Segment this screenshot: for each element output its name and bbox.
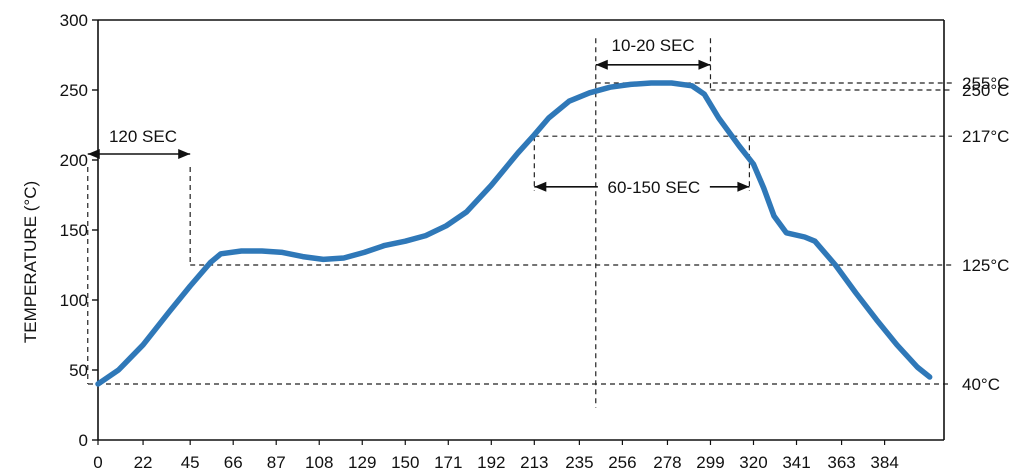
reference-label: 40°C	[962, 375, 1000, 394]
arrow-head	[698, 59, 711, 70]
y-tick-label: 200	[60, 151, 88, 170]
x-tick-label: 192	[477, 453, 505, 472]
x-tick-label: 150	[391, 453, 419, 472]
annotation-60-150-sec: 60-150 SEC	[608, 178, 701, 197]
x-tick-label: 384	[870, 453, 898, 472]
y-tick-label: 0	[79, 431, 88, 450]
axes: 0 50 100 150 200 250 300 0 22 45 66 87 108 129 150 171 1…	[60, 11, 945, 472]
x-tick-label: 87	[267, 453, 286, 472]
x-tick-label: 213	[520, 453, 548, 472]
series-layer	[95, 80, 933, 387]
arrow-head	[534, 181, 547, 192]
y-tick-label: 50	[69, 361, 88, 380]
x-tick-label: 108	[305, 453, 333, 472]
y-tick-label: 250	[60, 81, 88, 100]
reference-label: 125°C	[962, 256, 1009, 275]
y-tick-label: 300	[60, 11, 88, 30]
x-tick-label: 0	[93, 453, 102, 472]
reference-label: 255°C	[962, 74, 1009, 93]
x-tick-label: 45	[181, 453, 200, 472]
annotation-10-20-sec: 10-20 SEC	[612, 36, 695, 55]
x-tick-label: 363	[827, 453, 855, 472]
x-tick-label: 320	[739, 453, 767, 472]
y-tick-label: 100	[60, 291, 88, 310]
y-tick-label: 150	[60, 221, 88, 240]
y-axis-label: TEMPERATURE (°C)	[21, 181, 40, 343]
reference-label: 250°C	[962, 81, 1009, 100]
arrow-head	[178, 149, 191, 159]
x-tick-label: 235	[565, 453, 593, 472]
x-tick-label: 299	[696, 453, 724, 472]
arrow-head	[737, 181, 750, 192]
reference-label: 217°C	[962, 127, 1009, 146]
temperature-profile-line	[95, 80, 933, 387]
annotation-120-sec: 120 SEC	[109, 127, 177, 146]
annotations: 120 SEC 10-20 SEC 60-150 SEC	[87, 36, 750, 197]
x-tick-label: 171	[434, 453, 462, 472]
x-tick-label: 66	[224, 453, 243, 472]
x-tick-label: 278	[653, 453, 681, 472]
x-tick-label: 129	[348, 453, 376, 472]
x-tick-label: 22	[134, 453, 153, 472]
arrow-head	[595, 59, 608, 70]
guide-lines	[87, 38, 952, 408]
arrow-head	[87, 149, 100, 159]
x-tick-label: 341	[782, 453, 810, 472]
x-tick-label: 256	[608, 453, 636, 472]
